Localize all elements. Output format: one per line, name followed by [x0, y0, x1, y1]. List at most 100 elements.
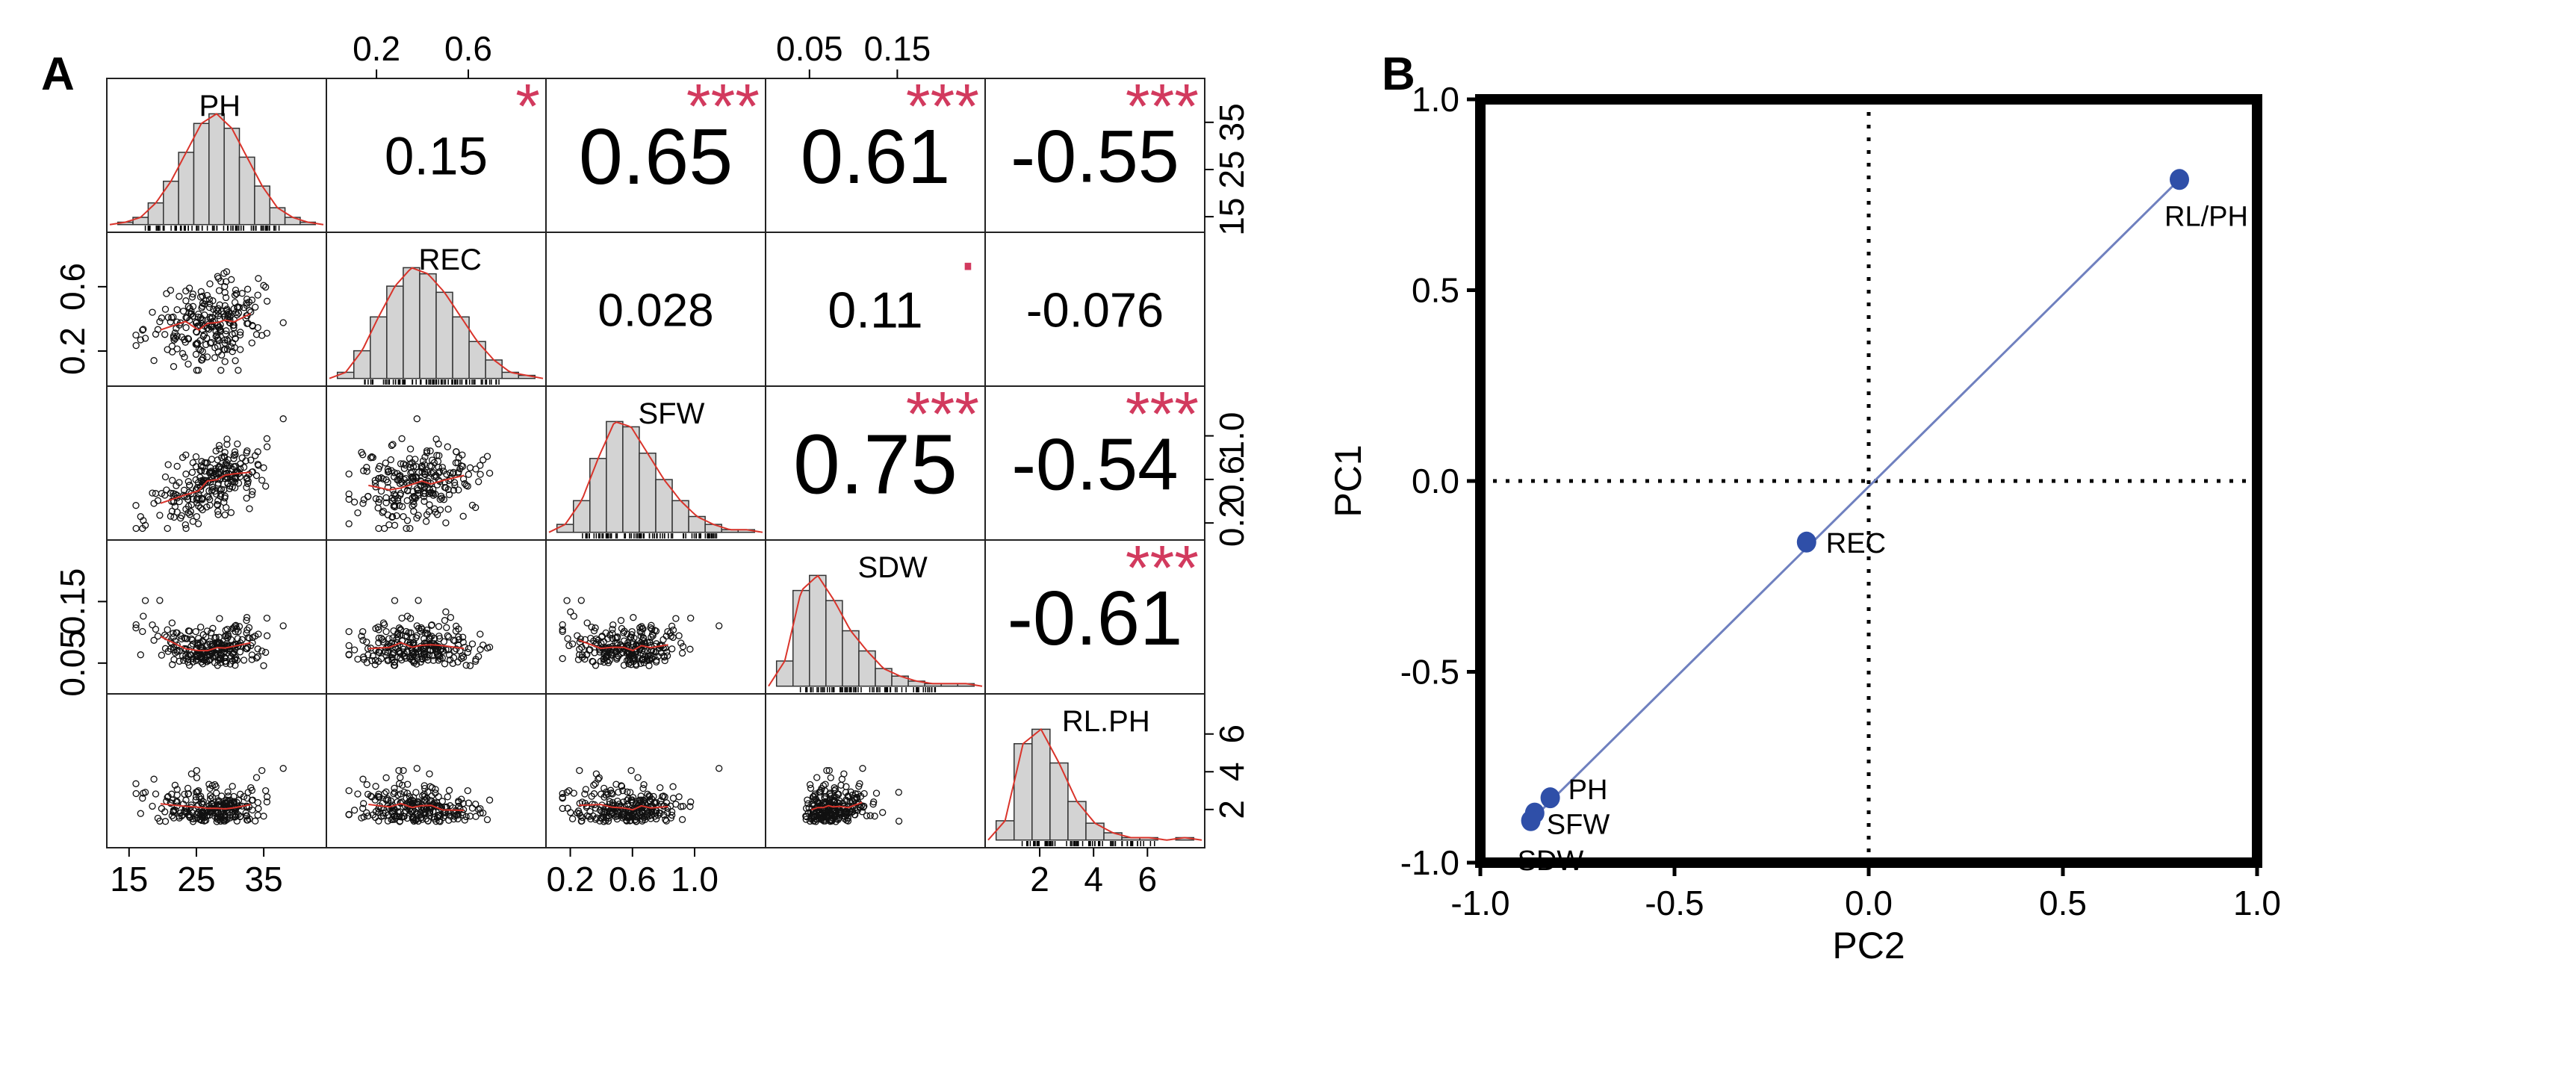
density-curve	[109, 113, 324, 226]
matrix-cell-SDW-SFW	[545, 539, 766, 695]
scatter-point	[663, 809, 671, 816]
scatter-point	[218, 454, 226, 462]
scatter-point	[650, 792, 657, 801]
scatter-point	[181, 521, 189, 529]
scatter-point	[235, 309, 243, 317]
scatter-point	[410, 492, 418, 500]
scatter-point	[396, 648, 403, 656]
scatter-point	[451, 482, 459, 489]
scatter-point	[149, 489, 156, 497]
scatter-point	[432, 645, 439, 653]
matrix-cell-SDW-SDW: SDW	[765, 539, 986, 695]
scatter-point	[417, 658, 424, 666]
scatter-point	[608, 789, 615, 797]
scatter-point	[417, 477, 424, 485]
scatter-point	[435, 792, 442, 801]
scatter-point	[217, 367, 225, 374]
scatter-point	[866, 812, 874, 819]
pca-point-label: REC	[1826, 528, 1886, 559]
scatter-point	[444, 443, 451, 450]
scatter-point	[388, 807, 396, 815]
matrix-cell-REC-SFW: 0.028	[545, 232, 766, 387]
cell-frame	[326, 539, 547, 695]
scatter-point	[243, 645, 251, 653]
correlation-value: 0.028	[598, 285, 713, 336]
scatter-point	[188, 468, 196, 477]
scatter-point	[379, 507, 388, 515]
scatter-point	[260, 813, 267, 820]
scatter-point	[384, 796, 392, 804]
scatter-point	[220, 648, 228, 656]
scatter-point	[402, 654, 409, 662]
scatter-point	[243, 449, 250, 456]
scatter-point	[187, 308, 195, 315]
scatter-point	[132, 789, 140, 798]
scatter-point	[187, 770, 196, 778]
matrix-cell-SFW-RL.PH: -0.54***	[984, 379, 1205, 541]
left-tick-label: 0.15	[53, 568, 92, 636]
scatter-point	[152, 625, 160, 633]
scatter-point	[169, 796, 176, 804]
scatter-point	[173, 482, 180, 489]
scatter-point	[440, 808, 448, 816]
scatter-point	[435, 623, 443, 630]
pca-point-sdw	[1521, 810, 1541, 831]
scatter-point	[390, 627, 397, 635]
scatter-point	[445, 786, 453, 794]
scatter-point	[214, 662, 221, 669]
scatter-point	[475, 806, 482, 813]
scatter-point	[381, 789, 388, 798]
loess-smooth	[368, 474, 465, 491]
scatter-point	[182, 471, 190, 478]
scatter-point	[464, 786, 471, 795]
scatter-point	[609, 625, 616, 633]
scatter-point	[184, 335, 193, 343]
scatter-point	[197, 316, 205, 324]
scatter-point	[350, 498, 359, 506]
scatter-point	[404, 487, 412, 494]
scatter-point	[140, 517, 147, 524]
scatter-point	[604, 659, 612, 666]
significance-stars: ***	[686, 71, 760, 141]
scatter-point	[445, 633, 453, 641]
scatter-point	[574, 656, 583, 663]
scatter-point	[428, 621, 435, 629]
scatter-point	[837, 781, 845, 789]
scatter-point	[199, 807, 206, 816]
hist-bar	[386, 285, 404, 379]
scatter-point	[596, 817, 603, 825]
scatter-point	[409, 497, 418, 506]
pca-point-label: PH	[1568, 775, 1608, 806]
scatter-point	[161, 818, 170, 825]
scatter-point	[644, 647, 651, 655]
correlation-value: -0.61	[1008, 575, 1183, 661]
scatter-point	[382, 651, 390, 660]
scatter-point	[243, 816, 251, 824]
scatter-point	[223, 336, 231, 344]
scatter-point	[152, 490, 160, 497]
scatter-point	[648, 625, 656, 633]
scatter-point	[716, 622, 723, 630]
scatter-point	[636, 627, 644, 636]
scatter-point	[397, 774, 404, 781]
scatter-point	[359, 804, 367, 812]
scatter-point	[252, 817, 259, 825]
scatter-point	[345, 470, 353, 478]
scatter-point	[243, 494, 250, 502]
scatter-point	[586, 813, 593, 820]
scatter-point	[193, 499, 201, 506]
scatter-point	[382, 494, 390, 502]
bottom-tick-label: 1.0	[671, 860, 719, 899]
scatter-point	[600, 651, 608, 658]
scatter-point	[192, 319, 200, 327]
scatter-point	[243, 626, 251, 634]
scatter-point	[400, 512, 407, 521]
scatter-point	[822, 817, 829, 825]
scatter-point	[428, 783, 436, 792]
scatter-point	[140, 326, 147, 333]
scatter-point	[807, 809, 815, 816]
scatter-point	[137, 810, 144, 817]
top-tick-label: 0.15	[864, 29, 931, 68]
scatter-point	[413, 415, 420, 423]
scatter-point	[216, 816, 224, 823]
